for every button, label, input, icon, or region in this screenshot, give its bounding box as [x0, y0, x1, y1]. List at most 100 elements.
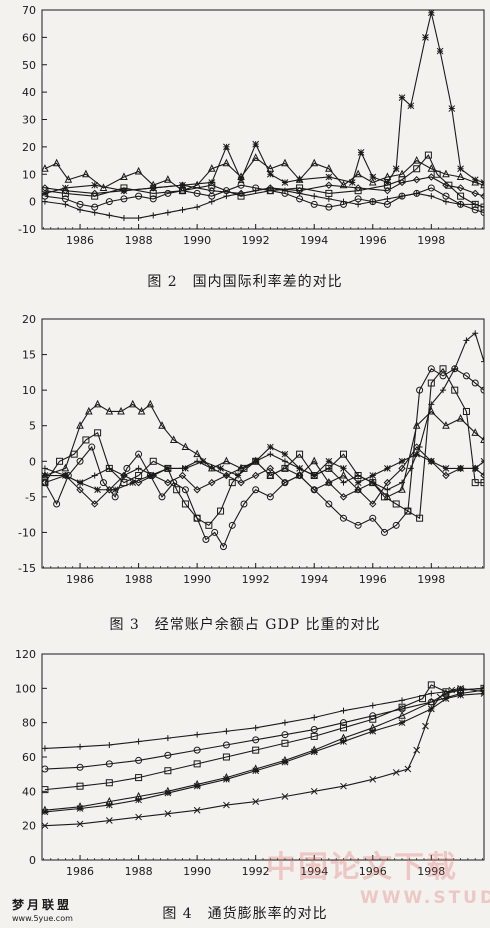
x-tick-label: 1990 [183, 234, 211, 247]
watermark-studa-cn: 中国论文下载 [266, 850, 458, 885]
data-point [448, 686, 456, 694]
data-point [222, 741, 230, 749]
data-point [99, 479, 107, 487]
data-point [76, 763, 84, 771]
data-point [64, 175, 73, 183]
data-point [442, 198, 449, 205]
data-point [238, 465, 245, 472]
data-point [164, 189, 172, 197]
data-point [310, 486, 318, 494]
series-6-diamond [42, 443, 484, 508]
data-point [480, 479, 484, 487]
series-6-cross [42, 684, 484, 830]
data-point [237, 478, 245, 487]
data-point [339, 470, 348, 479]
data-point [252, 724, 259, 731]
data-point [179, 187, 187, 195]
data-point [222, 471, 231, 480]
data-point [339, 724, 347, 732]
data-point [208, 186, 216, 195]
data-point [178, 181, 187, 189]
data-point [310, 748, 318, 756]
figure-2-caption: 图 2 国内国际利率差的对比 [147, 274, 343, 290]
data-point [384, 465, 391, 472]
data-point [339, 450, 347, 458]
x-tick-label: 1986 [66, 573, 94, 586]
series-5-circle [42, 181, 484, 217]
x-tick-label: 1992 [242, 865, 270, 878]
data-point [266, 164, 275, 172]
data-point [281, 758, 289, 766]
data-point [481, 204, 484, 211]
data-point [193, 782, 201, 790]
data-point [169, 435, 178, 443]
data-point [205, 521, 213, 529]
data-point [181, 500, 189, 508]
data-point [149, 471, 157, 480]
data-point [419, 695, 427, 703]
data-point [472, 330, 479, 337]
data-point [422, 34, 429, 41]
data-point [383, 478, 392, 487]
data-point [398, 485, 406, 493]
data-point [442, 181, 450, 189]
data-point [339, 514, 347, 522]
data-point [164, 751, 172, 759]
data-point [105, 760, 113, 768]
data-point [281, 793, 289, 800]
chart-interest-rate-differential: -10 0 10 20 30 40 50 60 70 1986 1988 1990 1992 1994 19… [18, 4, 485, 247]
data-point [369, 472, 377, 479]
y-tick-label: 80 [22, 717, 36, 730]
data-point [392, 521, 400, 529]
data-point [471, 379, 479, 387]
data-point [281, 731, 289, 739]
data-point [354, 184, 362, 192]
x-tick-label: 1986 [66, 234, 94, 247]
data-point [149, 457, 157, 465]
data-point [281, 719, 288, 726]
data-point [194, 204, 201, 211]
data-point [357, 148, 365, 156]
data-point [463, 337, 470, 344]
data-point [295, 175, 304, 183]
data-point [42, 745, 48, 752]
data-point [380, 493, 388, 501]
data-point [407, 102, 415, 110]
y-tick-label: 15 [22, 349, 36, 362]
data-point [325, 465, 332, 472]
data-point [223, 801, 230, 809]
chart-current-account-gdp: -15 -10 -5 0 5 10 15 20 1986 1988 1990 1992 1994 1996… [18, 313, 485, 586]
x-tick-label: 1994 [300, 234, 328, 247]
x-tick-label: 1990 [183, 573, 211, 586]
data-point [266, 170, 274, 178]
data-point [439, 372, 447, 380]
data-point [380, 528, 388, 536]
x-tick-label: 1994 [300, 865, 328, 878]
data-point [217, 507, 225, 515]
data-point [88, 443, 96, 451]
data-point [340, 707, 347, 714]
data-point [217, 465, 224, 472]
data-point [369, 514, 377, 522]
data-point [76, 479, 84, 486]
x-tick-label: 1988 [125, 865, 153, 878]
data-point [70, 450, 78, 458]
data-point [111, 486, 119, 494]
data-point [90, 500, 99, 508]
data-point [480, 209, 484, 217]
x-tick-label: 1994 [300, 573, 328, 586]
series-1-star [42, 10, 484, 197]
data-point [392, 769, 400, 776]
x-tick-label: 1996 [359, 573, 387, 586]
x-tick-label: 1990 [183, 865, 211, 878]
data-point [134, 166, 143, 175]
data-point [457, 192, 465, 200]
data-point [296, 190, 303, 197]
data-point [76, 820, 84, 828]
data-point [480, 386, 484, 394]
data-point [456, 184, 465, 192]
data-point [398, 719, 406, 727]
data-point [267, 451, 274, 458]
x-tick-label: 1986 [66, 865, 94, 878]
data-point [427, 365, 435, 373]
